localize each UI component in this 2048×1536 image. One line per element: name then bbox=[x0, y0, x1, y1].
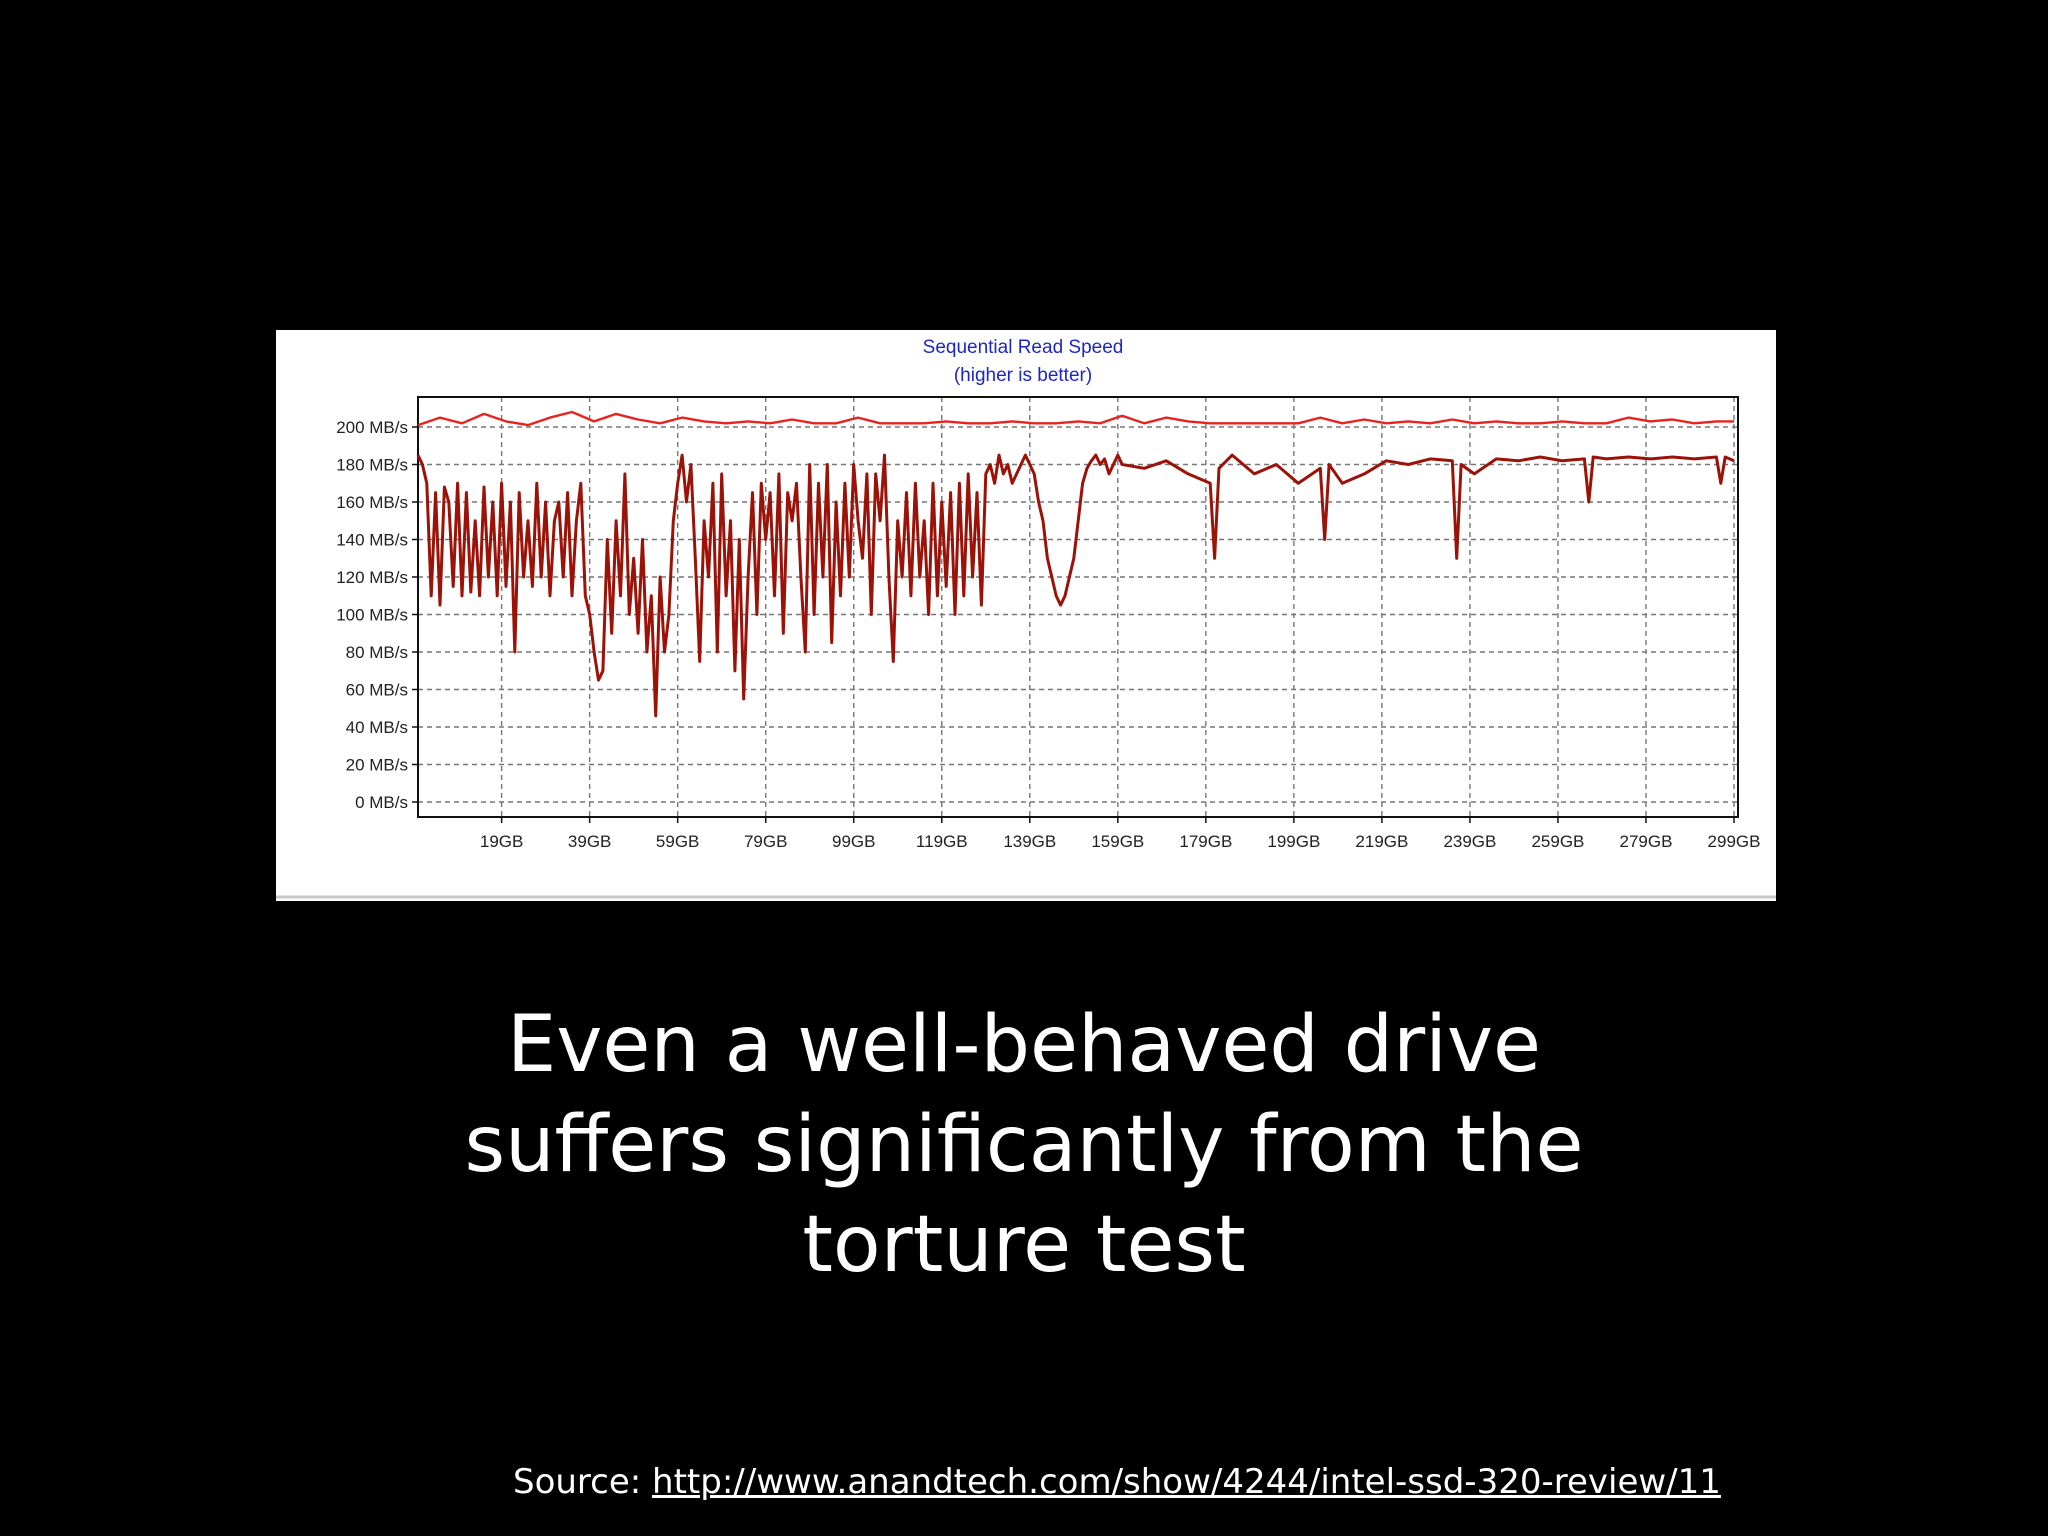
y-tick-label: 20 MB/s bbox=[346, 756, 408, 775]
series-line-upper bbox=[417, 410, 1734, 427]
x-tick-label: 259GB bbox=[1531, 832, 1584, 851]
y-tick-label: 160 MB/s bbox=[336, 493, 408, 512]
x-tick-label: 299GB bbox=[1708, 832, 1761, 851]
x-tick-label: 279GB bbox=[1620, 832, 1673, 851]
x-tick-label: 239GB bbox=[1443, 832, 1496, 851]
chart-panel: Sequential Read Speed (higher is better)… bbox=[276, 330, 1776, 901]
source-link[interactable]: http://www.anandtech.com/show/4244/intel… bbox=[652, 1462, 1721, 1502]
series-layer bbox=[416, 410, 1735, 718]
plot-frame bbox=[417, 396, 1739, 818]
x-tick-label: 99GB bbox=[832, 832, 875, 851]
y-axis: 0 MB/s 20 MB/s 40 MB/s 60 MB/s 80 MB/s 100 MB… bbox=[336, 418, 418, 812]
sequential-read-chart: Sequential Read Speed (higher is better)… bbox=[276, 337, 1776, 899]
slide-caption: Even a well-behaved drive suffers signif… bbox=[0, 995, 2048, 1295]
caption-line: Even a well-behaved drive bbox=[506, 1000, 1542, 1090]
x-tick-label: 59GB bbox=[656, 832, 699, 851]
x-tick-label: 179GB bbox=[1179, 832, 1232, 851]
y-tick-label: 100 MB/s bbox=[336, 606, 408, 625]
source-label: Source: bbox=[513, 1462, 653, 1502]
y-tick-label: 40 MB/s bbox=[346, 718, 408, 737]
chart-subtitle: (higher is better) bbox=[954, 365, 1092, 386]
source-citation: Source: http://www.anandtech.com/show/42… bbox=[513, 1462, 1721, 1502]
caption-line: torture test bbox=[802, 1200, 1246, 1290]
x-tick-label: 199GB bbox=[1267, 832, 1320, 851]
x-tick-label: 19GB bbox=[480, 832, 523, 851]
x-tick-label: 39GB bbox=[568, 832, 611, 851]
y-tick-label: 200 MB/s bbox=[336, 418, 408, 437]
y-tick-label: 120 MB/s bbox=[336, 568, 408, 587]
x-axis: 19GB 39GB 59GB 79GB 99GB 119GB 139GB 159GB 179GB… bbox=[480, 817, 1761, 851]
y-tick-label: 140 MB/s bbox=[336, 531, 408, 550]
chart-title: Sequential Read Speed bbox=[923, 337, 1124, 358]
x-tick-label: 79GB bbox=[744, 832, 787, 851]
x-tick-label: 219GB bbox=[1355, 832, 1408, 851]
y-tick-label: 0 MB/s bbox=[355, 793, 408, 812]
y-tick-label: 80 MB/s bbox=[346, 643, 408, 662]
series-line-lower bbox=[416, 453, 1735, 718]
y-tick-label: 60 MB/s bbox=[346, 681, 408, 700]
x-tick-label: 119GB bbox=[916, 832, 968, 851]
x-tick-label: 139GB bbox=[1003, 832, 1056, 851]
x-tick-label: 159GB bbox=[1091, 832, 1144, 851]
caption-line: suffers significantly from the bbox=[464, 1100, 1584, 1190]
y-tick-label: 180 MB/s bbox=[336, 456, 408, 475]
grid-lines bbox=[418, 397, 1738, 817]
